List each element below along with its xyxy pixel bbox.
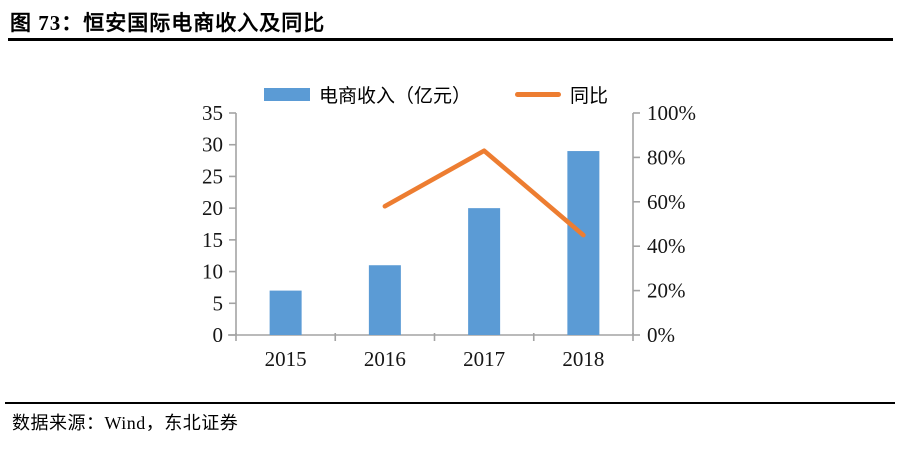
right-axis-tick-label: 40% [647, 234, 686, 258]
data-source: 数据来源：Wind，东北证券 [12, 413, 239, 433]
left-axis-tick-label: 25 [202, 164, 223, 188]
left-axis-tick-label: 20 [202, 196, 223, 220]
chart-legend: 电商收入（亿元） 同比 [236, 81, 636, 108]
left-axis-tick-label: 35 [202, 101, 223, 125]
right-axis-tick-label: 0% [647, 323, 675, 347]
x-axis-label: 2015 [265, 347, 307, 371]
bar-2018 [567, 151, 600, 335]
bar-2017 [468, 208, 501, 335]
yoy-line [382, 148, 586, 238]
left-axis-tick-label: 15 [202, 228, 223, 252]
line-series-swatch [515, 92, 561, 97]
bar-series-swatch [263, 88, 310, 101]
left-axis-tick-label: 5 [213, 291, 224, 315]
footer-divider [5, 402, 895, 404]
legend-label-yoy: 同比 [570, 86, 609, 107]
right-axis-tick-label: 100% [647, 101, 696, 125]
right-axis-tick-label: 80% [647, 145, 686, 169]
right-axis-tick-label: 60% [647, 190, 686, 214]
right-axis-tick-label: 20% [647, 279, 686, 303]
x-axis-label: 2016 [364, 347, 406, 371]
title-divider [8, 38, 893, 41]
left-axis-tick-label: 0 [213, 323, 224, 347]
bar-2015 [269, 290, 302, 335]
x-axis-label: 2017 [463, 347, 505, 371]
legend-item-revenue: 电商收入（亿元） [263, 81, 471, 108]
x-axis-label: 2018 [562, 347, 604, 371]
left-axis-tick-label: 30 [202, 133, 223, 157]
bar-2016 [368, 265, 401, 335]
legend-item-yoy: 同比 [515, 81, 608, 108]
figure-title: 图 73：恒安国际电商收入及同比 [10, 11, 326, 35]
left-axis-tick-label: 10 [202, 260, 223, 284]
legend-label-revenue: 电商收入（亿元） [318, 86, 471, 107]
